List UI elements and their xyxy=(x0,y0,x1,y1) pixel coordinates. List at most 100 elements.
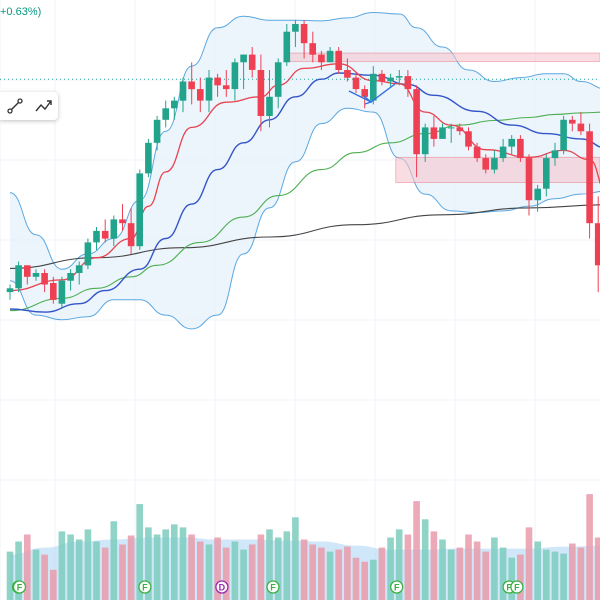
volume-bar xyxy=(188,534,195,600)
volume-bar xyxy=(439,539,446,600)
volume-bar xyxy=(456,547,464,600)
candle xyxy=(525,154,533,216)
candle xyxy=(594,196,600,293)
candle-body xyxy=(465,131,472,147)
candle-body xyxy=(421,127,429,155)
candle xyxy=(344,58,351,82)
candle xyxy=(447,123,455,143)
candle xyxy=(378,70,386,86)
candle xyxy=(465,127,472,151)
volume-pane xyxy=(6,494,600,600)
trend-line-tool[interactable] xyxy=(4,95,26,117)
candle xyxy=(421,123,429,162)
volume-bar xyxy=(110,521,118,600)
volume-bar xyxy=(75,539,83,600)
candle-body xyxy=(67,273,74,281)
candle-body xyxy=(534,188,541,201)
candle xyxy=(58,276,66,308)
event-marker-f: F xyxy=(390,580,404,594)
candle xyxy=(569,115,576,132)
candle xyxy=(577,112,585,136)
candle-body xyxy=(404,76,412,90)
volume-bar xyxy=(370,559,377,600)
candle xyxy=(283,24,291,67)
candle xyxy=(318,50,325,70)
volume-bar xyxy=(15,541,22,600)
candle xyxy=(404,70,412,97)
event-marker-f: F xyxy=(12,580,27,594)
drawings xyxy=(348,83,396,105)
volume-bar xyxy=(274,537,282,600)
event-marker-label: F xyxy=(514,583,520,593)
candle-body xyxy=(586,131,593,224)
volume-bar xyxy=(58,531,66,600)
candle-body xyxy=(257,70,265,116)
volume-bar xyxy=(171,524,178,600)
candle xyxy=(413,85,420,178)
candle xyxy=(119,204,126,231)
candle-body xyxy=(32,273,40,277)
candle xyxy=(188,62,195,105)
candle-body xyxy=(387,77,394,82)
candle-body xyxy=(499,146,507,159)
candle-body xyxy=(58,280,66,304)
volume-bar xyxy=(257,534,265,600)
event-marker-circle xyxy=(510,580,524,594)
candle-body xyxy=(188,81,195,90)
candle xyxy=(586,123,593,239)
event-marker-label: F xyxy=(142,583,148,593)
candle xyxy=(335,47,342,74)
candle-body xyxy=(162,108,169,120)
candle-body xyxy=(508,138,515,147)
candle xyxy=(491,150,498,174)
candle xyxy=(257,54,265,132)
volume-bar xyxy=(214,537,221,600)
event-markers: FFFDFFFF xyxy=(11,580,524,594)
candle-body xyxy=(352,77,360,90)
candle xyxy=(352,73,360,93)
path-tool[interactable] xyxy=(33,95,55,117)
candle-body xyxy=(318,54,325,63)
trend-line-icon xyxy=(6,98,23,114)
candle-body xyxy=(560,119,567,151)
volume-bar xyxy=(24,534,31,600)
volume-bar xyxy=(491,537,498,600)
candle xyxy=(395,70,403,86)
volume-bar xyxy=(300,539,308,600)
candle xyxy=(75,261,83,285)
candle-body xyxy=(292,24,299,32)
candle-body xyxy=(551,150,559,159)
volume-bar xyxy=(222,547,230,600)
volume-bar xyxy=(127,535,135,600)
drawing-toolbar[interactable] xyxy=(0,92,58,120)
volume-bar xyxy=(594,537,600,600)
candle-body xyxy=(543,158,550,189)
volume-bar xyxy=(352,557,360,600)
candle-body xyxy=(456,127,464,132)
volume-bar xyxy=(84,529,92,600)
candle-body xyxy=(274,62,282,97)
volume-bar xyxy=(119,544,126,600)
volume-bar xyxy=(421,519,429,600)
candle-body xyxy=(525,158,533,201)
candle xyxy=(309,31,316,63)
volume-bar xyxy=(318,547,325,600)
candle-body xyxy=(482,158,489,170)
volume-bar xyxy=(534,541,541,600)
candle xyxy=(326,47,334,63)
candle xyxy=(179,77,187,113)
candle-body xyxy=(491,158,498,170)
volume-bar xyxy=(525,527,533,600)
candle-body xyxy=(395,76,403,78)
candle-body xyxy=(344,70,351,78)
volume-bar xyxy=(387,537,394,600)
volume-bar xyxy=(430,531,438,600)
candle-body xyxy=(110,219,118,239)
volume-bar xyxy=(378,547,386,600)
volume-bar xyxy=(153,534,161,600)
candle xyxy=(24,265,31,285)
candle xyxy=(6,284,14,300)
event-marker-f: F xyxy=(266,580,280,594)
